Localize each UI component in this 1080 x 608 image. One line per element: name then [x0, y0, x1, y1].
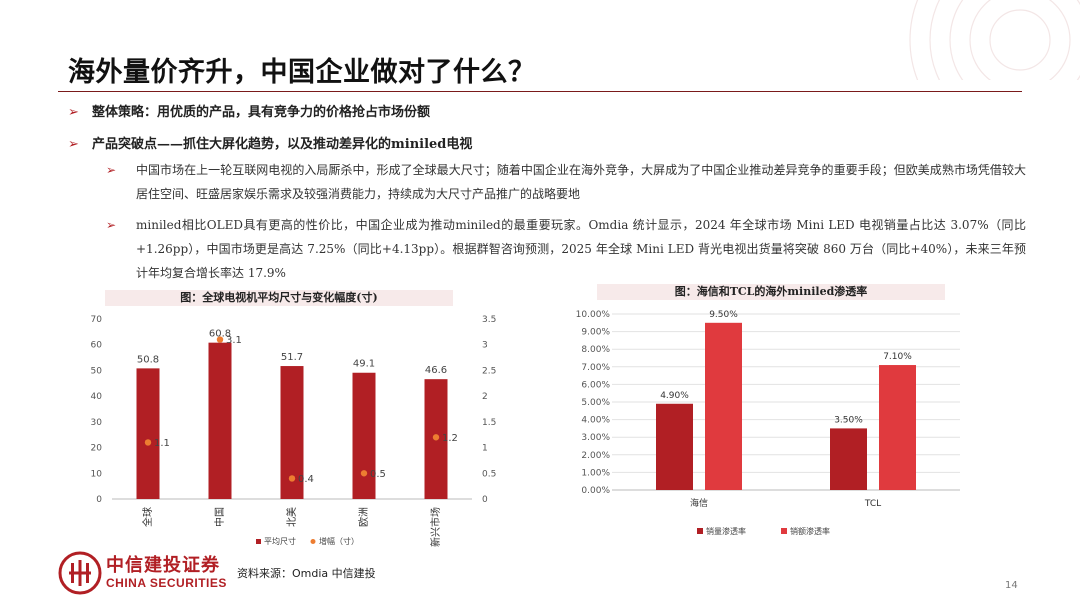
y-tick-label: 1.00% — [581, 468, 610, 478]
bar-avg-size — [352, 372, 376, 499]
brand-logo-icon — [58, 551, 102, 595]
legend-swatch-dot — [310, 539, 316, 544]
y-tick-label-left: 20 — [91, 444, 103, 454]
chart2-title: 图：海信和TCL的海外miniled渗透率 — [597, 284, 945, 300]
dot-value-label: 1.2 — [442, 433, 458, 444]
dot-increase — [432, 434, 440, 441]
y-tick-label-right: 1.5 — [482, 418, 496, 428]
bullet-arrow-icon: ➢ — [106, 163, 117, 177]
legend-swatch — [781, 528, 787, 534]
page-number: 14 — [1005, 580, 1018, 591]
bar-value-label: 9.50% — [709, 310, 738, 320]
source-note: 资料来源：Omdia 中信建投 — [237, 567, 376, 580]
bar-value-label: 49.1 — [353, 359, 375, 370]
bar-value-label: 7.10% — [883, 352, 912, 362]
subbullet-text: miniled相比OLED具有更高的性价比，中国企业成为推动miniled的最重… — [136, 218, 1026, 280]
y-tick-label: 7.00% — [581, 363, 610, 373]
legend-swatch-bar — [256, 539, 261, 544]
x-tick-label: 中国 — [213, 507, 226, 527]
x-tick-label: 欧洲 — [358, 507, 370, 527]
bar-volume-penetration — [656, 403, 693, 490]
bar-volume-penetration — [830, 428, 867, 490]
y-tick-label-right: 1 — [482, 444, 488, 454]
bar-avg-size — [280, 366, 304, 499]
x-tick-label: 北美 — [285, 507, 298, 527]
bar-avg-size — [136, 368, 160, 499]
bullet-arrow-icon: ➢ — [68, 137, 79, 152]
subbullet-text: 中国市场在上一轮互联网电视的入局厮杀中，形成了全球最大尺寸；随着中国企业在海外竞… — [136, 163, 1026, 201]
legend-label: 平均尺寸 — [264, 536, 296, 546]
y-tick-label: 3.00% — [581, 433, 610, 443]
y-tick-label-left: 60 — [91, 341, 103, 351]
y-tick-label-left: 40 — [91, 392, 103, 402]
dot-increase — [216, 336, 224, 343]
bar-value-penetration — [879, 365, 916, 490]
bar-value-label: 3.50% — [834, 415, 863, 425]
bullet-text: 产品突破点——抓住大屏化趋势，以及推动差异化的miniled电视 — [92, 137, 473, 152]
x-tick-label: TCL — [864, 499, 881, 509]
y-tick-label: 8.00% — [581, 345, 610, 355]
brand-name-cn: 中信建投证券 — [106, 555, 220, 576]
bar-value-label: 51.7 — [281, 352, 303, 363]
legend-label: 销量渗透率 — [706, 526, 746, 536]
x-tick-label: 新兴市场 — [429, 507, 442, 547]
bullet-product: ➢ 产品突破点——抓住大屏化趋势，以及推动差异化的miniled电视 — [68, 133, 472, 152]
dot-value-label: 0.4 — [298, 474, 314, 485]
x-tick-label: 海信 — [690, 497, 708, 509]
y-tick-label: 2.00% — [581, 451, 610, 461]
bar-value-label: 60.8 — [209, 329, 231, 340]
bullet-strategy: ➢ 整体策略：用优质的产品，具有竞争力的价格抢占市场份额 — [68, 101, 430, 120]
bar-value-label: 50.8 — [137, 354, 159, 365]
dot-value-label: 1.1 — [154, 438, 170, 449]
legend-swatch — [697, 528, 703, 534]
y-tick-label-right: 3 — [482, 341, 488, 351]
dot-increase — [288, 475, 296, 482]
legend-label: 增幅（寸） — [319, 536, 359, 546]
y-tick-label-right: 3.5 — [482, 315, 496, 325]
y-tick-label-left: 50 — [91, 366, 103, 376]
dot-increase — [144, 439, 152, 446]
slide-title: 海外量价齐升，中国企业做对了什么？ — [68, 57, 536, 88]
bullet-arrow-icon: ➢ — [68, 105, 79, 120]
bar-value-penetration — [705, 322, 742, 490]
dot-increase — [360, 470, 368, 477]
y-tick-label-left: 0 — [96, 495, 102, 505]
chart1-title: 图：全球电视机平均尺寸与变化幅度(寸) — [105, 290, 453, 306]
y-tick-label: 4.00% — [581, 416, 610, 426]
title-divider — [58, 91, 1022, 92]
chart-tv-size: 0 10 20 30 40 50 60 70 0 0.5 1 1.5 2 2.5 3 3.5 50.8 1.1 全球… — [91, 315, 497, 547]
brand-name-en: CHINA SECURITIES — [106, 576, 227, 590]
y-tick-label: 0.00% — [581, 486, 610, 496]
header-decoration — [909, 0, 1080, 80]
y-tick-label-left: 30 — [91, 418, 103, 428]
bullet-text: 整体策略：用优质的产品，具有竞争力的价格抢占市场份额 — [92, 105, 431, 120]
y-tick-label: 5.00% — [581, 398, 610, 408]
bar-avg-size — [208, 342, 232, 499]
y-tick-label: 10.00% — [576, 310, 611, 320]
bar-value-label: 46.6 — [425, 365, 447, 376]
dot-value-label: 0.5 — [370, 469, 386, 480]
y-tick-label: 9.00% — [581, 328, 610, 338]
subbullet-screen-size: ➢ 中国市场在上一轮互联网电视的入局厮杀中，形成了全球最大尺寸；随着中国企业在海… — [106, 158, 1026, 206]
bullet-arrow-icon: ➢ — [106, 218, 117, 232]
x-tick-label: 全球 — [141, 507, 154, 527]
y-tick-label-right: 0 — [482, 495, 488, 505]
y-tick-label-right: 0.5 — [482, 469, 496, 479]
y-tick-label: 6.00% — [581, 380, 610, 390]
subbullet-miniled: ➢ miniled相比OLED具有更高的性价比，中国企业成为推动miniled的… — [106, 213, 1026, 285]
legend-label: 销额渗透率 — [790, 526, 830, 536]
dot-value-label: 3.1 — [226, 335, 242, 346]
y-tick-label-left: 10 — [91, 469, 103, 479]
y-tick-label-left: 70 — [91, 315, 103, 325]
bar-value-label: 4.90% — [660, 391, 689, 401]
y-tick-label-right: 2 — [482, 392, 488, 402]
chart-miniled-penetration: 0.00% 1.00% 2.00% 3.00% 4.00% 5.00% 6.00% 7.00%… — [576, 310, 960, 536]
y-tick-label-right: 2.5 — [482, 366, 496, 376]
